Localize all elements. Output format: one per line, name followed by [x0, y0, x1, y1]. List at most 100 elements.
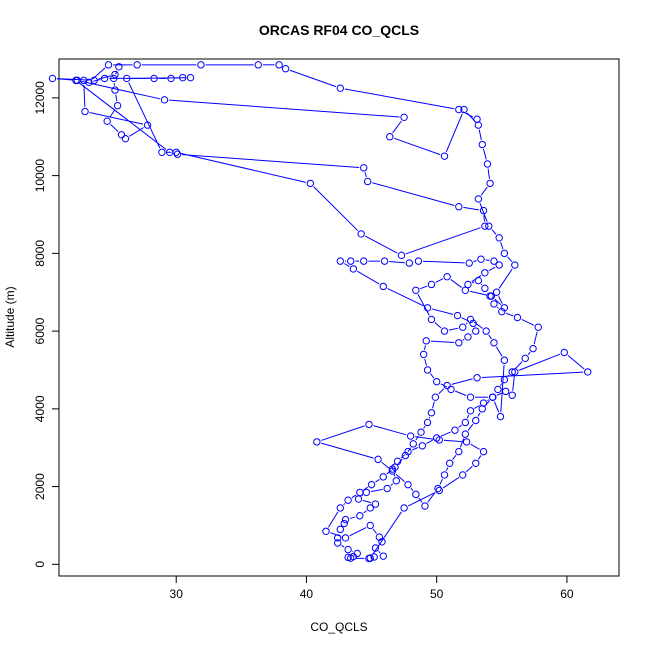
data-point [404, 480, 412, 489]
series-segment [389, 260, 405, 264]
data-point [494, 385, 502, 394]
data-point [405, 259, 414, 267]
data-point [474, 276, 483, 285]
series-segment [431, 308, 454, 315]
series-segment [448, 327, 459, 331]
series-segment [459, 438, 465, 448]
series-segment [429, 373, 435, 379]
data-point [443, 381, 451, 390]
data-point [455, 447, 463, 456]
data-point [461, 286, 470, 294]
data-point [422, 337, 430, 345]
data-point [85, 78, 93, 87]
data-point [474, 195, 483, 203]
series-segment [344, 88, 455, 110]
data-point [473, 115, 481, 123]
data-point [474, 121, 483, 129]
series-segment [496, 306, 499, 309]
series-segment [527, 351, 531, 356]
series-segment [405, 227, 481, 255]
data-point [455, 203, 463, 211]
data-point [488, 393, 497, 401]
data-point [459, 323, 467, 331]
series-segment [362, 499, 372, 504]
data-point [81, 107, 89, 116]
series-segment [479, 203, 488, 223]
series-segment [349, 516, 356, 519]
data-point [464, 333, 472, 341]
data-point [90, 76, 98, 85]
data-point [443, 272, 451, 281]
series-segment [373, 425, 407, 436]
series-segment [445, 113, 463, 153]
series-segment [381, 461, 390, 469]
data-point [477, 255, 485, 263]
data-point [173, 150, 182, 158]
data-point [366, 521, 374, 530]
series-segment [371, 182, 455, 206]
data-point [150, 74, 158, 83]
data-point [111, 86, 119, 94]
series-segment [408, 492, 436, 507]
data-point [487, 292, 496, 300]
series-segment [89, 111, 144, 125]
data-point [404, 447, 412, 456]
data-point [322, 527, 330, 535]
data-point [490, 257, 498, 265]
series-segment [81, 80, 161, 100]
data-point [431, 393, 440, 401]
series-segment [330, 532, 342, 537]
data-point [440, 152, 449, 160]
series-segment [423, 260, 465, 264]
x-tick-label: 30 [170, 587, 184, 601]
series-segment [466, 414, 470, 419]
x-axis-label: CO_QCLS [310, 620, 367, 634]
series-segment [438, 388, 445, 395]
data-point [434, 484, 442, 493]
data-point [511, 261, 519, 269]
data-point [313, 438, 321, 446]
chart-title: ORCAS RF04 CO_QCLS [259, 22, 419, 38]
series-segment [392, 120, 402, 134]
series-segment [430, 340, 455, 343]
series-segment [472, 281, 475, 284]
series-segment [364, 172, 367, 178]
data-point [534, 323, 542, 331]
data-point [472, 459, 480, 467]
series-segment [488, 334, 492, 340]
series-segment [351, 494, 357, 499]
series-segment [357, 270, 380, 285]
data-point [158, 148, 166, 156]
data-point [133, 61, 141, 69]
data-point [481, 284, 489, 293]
series-segment [378, 550, 381, 554]
data-point [367, 480, 376, 489]
data-point [306, 179, 315, 188]
data-point [371, 500, 380, 508]
y-axis: 0 2000 4000 6000 8000 10000 12000 [33, 81, 59, 568]
data-point [409, 440, 417, 448]
data-point [466, 393, 475, 401]
series-segment [473, 260, 477, 263]
data-point [336, 504, 345, 512]
data-point [172, 148, 180, 156]
series-segment [515, 361, 523, 369]
x-tick-label: 50 [430, 587, 444, 601]
series-segment [343, 503, 346, 506]
series-segment [439, 478, 443, 485]
data-point [333, 534, 342, 542]
series-segment [465, 322, 468, 325]
data-point [80, 76, 88, 85]
data-point [179, 73, 187, 82]
data-point [400, 113, 408, 122]
data-point [466, 315, 475, 324]
data-point [423, 366, 432, 374]
data-point [143, 121, 152, 129]
data-point [511, 368, 519, 376]
data-point [160, 96, 169, 104]
series-segment [110, 124, 119, 132]
data-point [115, 63, 123, 71]
data-point [490, 300, 498, 308]
series-segment [169, 99, 400, 118]
